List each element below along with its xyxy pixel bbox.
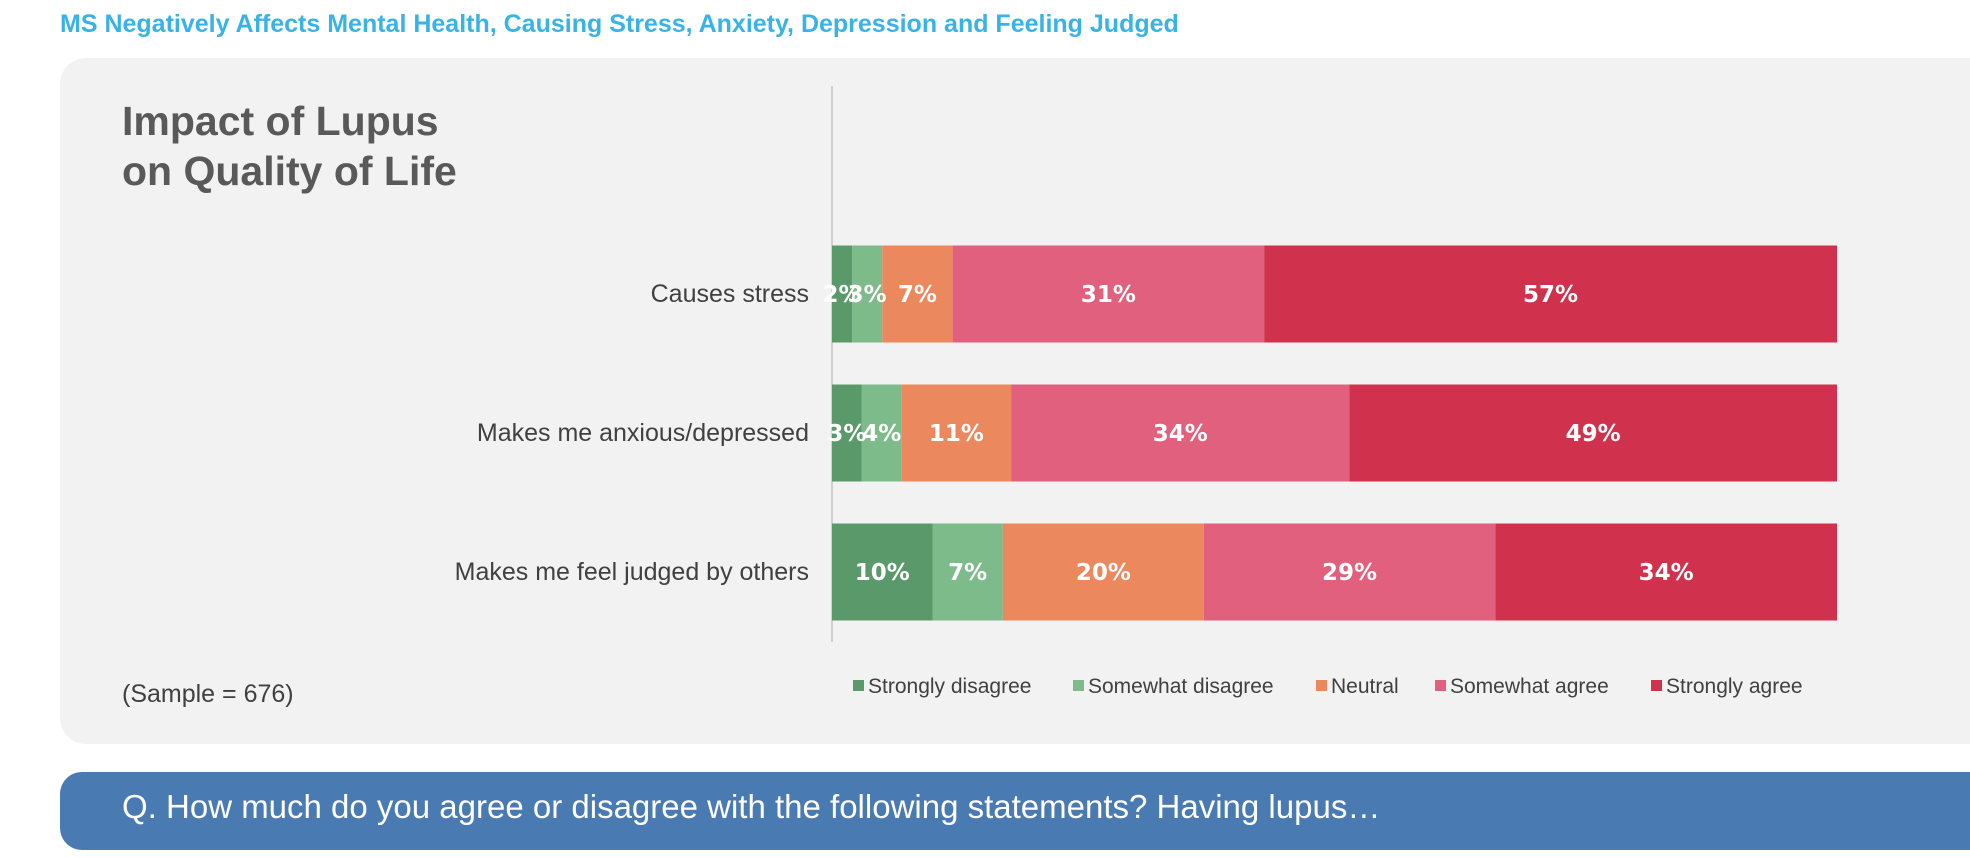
bar-segment [882,245,953,343]
data-label: 11% [929,421,984,447]
page-headline: MS Negatively Affects Mental Health, Cau… [60,10,1179,38]
data-label: 31% [1081,282,1136,308]
data-label: 10% [855,560,910,586]
data-label: 7% [948,560,987,586]
category-label: Makes me feel judged by others [455,558,809,586]
data-label: 2% [823,282,862,308]
bar-segment [901,384,1012,482]
legend-entry: Neutral [1331,675,1399,698]
question-banner: Q. How much do you agree or disagree wit… [60,772,1970,850]
data-label: 3% [827,421,866,447]
data-label: 34% [1639,560,1694,586]
legend-swatch [1073,680,1084,691]
data-label: 20% [1076,560,1131,586]
legend-entry: Strongly agree [1666,675,1803,698]
data-label: 49% [1566,421,1621,447]
bar-segment [832,384,862,482]
data-label: 4% [862,421,901,447]
legend-swatch [853,680,864,691]
bar-segment [832,523,933,621]
bar-segment [1203,523,1496,621]
bar-segment [1495,523,1837,621]
category-label: Makes me anxious/depressed [477,419,809,447]
data-label: 3% [848,282,887,308]
data-label: 7% [898,282,937,308]
data-label: 57% [1523,282,1578,308]
legend-entry: Somewhat agree [1450,675,1609,698]
legend-swatch [1651,680,1662,691]
chart-title: Impact of Lupus on Quality of Life [122,98,457,194]
sample-size-note: (Sample = 676) [122,680,294,708]
legend-swatch [1316,680,1327,691]
question-text: Q. How much do you agree or disagree wit… [122,788,1381,825]
data-label: 34% [1153,421,1208,447]
bar-segment [852,245,883,343]
data-label: 29% [1322,560,1377,586]
bar-segment [861,384,902,482]
legend-swatch [1435,680,1446,691]
legend-entry: Strongly disagree [868,675,1031,698]
bar-segment [932,523,1003,621]
bar-segment [1264,245,1837,343]
bar-segment [1349,384,1837,482]
legend-entry: Somewhat disagree [1088,675,1274,698]
bar-segment [1002,523,1204,621]
category-label: Causes stress [651,280,809,308]
bar-segment [1011,384,1350,482]
bar-segment [952,245,1265,343]
bar-segment [832,245,853,343]
